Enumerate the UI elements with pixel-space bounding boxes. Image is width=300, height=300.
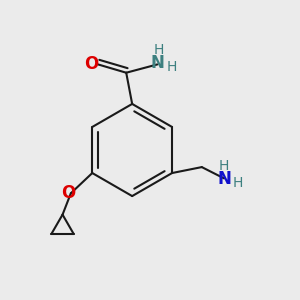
Text: H: H <box>153 43 164 57</box>
Text: O: O <box>84 55 99 73</box>
Text: H: H <box>232 176 243 190</box>
Text: N: N <box>218 170 232 188</box>
Text: H: H <box>166 60 177 74</box>
Text: N: N <box>151 54 164 72</box>
Text: H: H <box>218 159 229 173</box>
Text: O: O <box>61 184 75 202</box>
